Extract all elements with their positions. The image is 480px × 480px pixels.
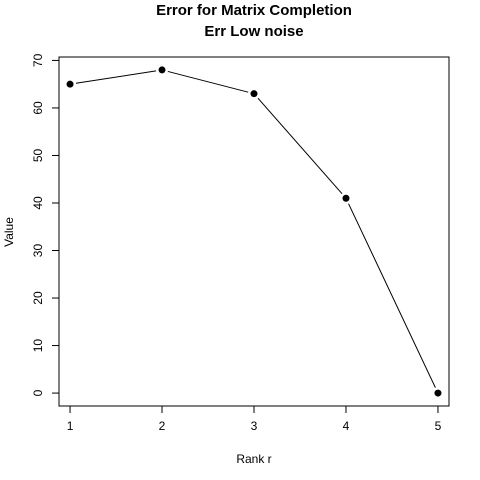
y-tick-label: 10 xyxy=(31,339,45,353)
series-line-segment xyxy=(348,203,436,388)
data-point xyxy=(342,194,350,202)
chart-title: Error for Matrix Completion xyxy=(156,2,352,19)
data-point xyxy=(158,66,166,74)
data-point xyxy=(250,90,258,98)
y-tick-label: 40 xyxy=(31,196,45,210)
series-line-group xyxy=(66,66,442,397)
x-tick-label: 3 xyxy=(251,419,258,433)
x-tick-label: 4 xyxy=(343,419,350,433)
plot-area xyxy=(58,56,450,407)
y-tick-label: 60 xyxy=(31,101,45,115)
x-axis: 1 2 3 4 5 xyxy=(67,405,442,433)
y-tick-label: 0 xyxy=(31,389,45,396)
x-tick-label: 5 xyxy=(435,419,442,433)
data-point xyxy=(434,389,442,397)
x-tick-label: 2 xyxy=(159,419,166,433)
series-line-segment xyxy=(167,70,249,93)
y-axis-label: Value xyxy=(2,217,16,247)
y-tick-label: 30 xyxy=(31,244,45,258)
y-axis: 0 10 20 30 40 50 60 70 xyxy=(31,53,60,396)
y-tick-label: 50 xyxy=(31,148,45,162)
data-point xyxy=(66,80,74,88)
x-tick-label: 1 xyxy=(67,419,74,433)
x-axis-label: Rank r xyxy=(236,452,271,466)
y-tick-label: 20 xyxy=(31,291,45,305)
series-line-segment xyxy=(257,97,343,195)
chart-subtitle: Err Low noise xyxy=(204,23,303,40)
y-tick-label: 70 xyxy=(31,53,45,67)
series-line-segment xyxy=(75,70,157,84)
